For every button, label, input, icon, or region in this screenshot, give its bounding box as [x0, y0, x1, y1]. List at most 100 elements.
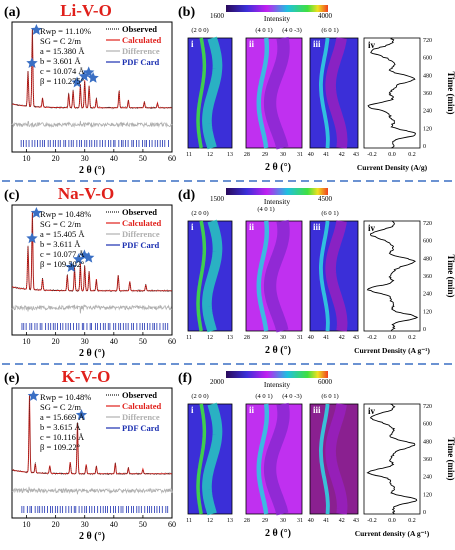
peak-star: [26, 232, 38, 244]
intensity-lane: [325, 220, 348, 332]
hkl-label: (2 0 0): [191, 210, 208, 217]
panel-title: Li-V-O: [60, 1, 112, 20]
sub-label: ii: [249, 39, 255, 49]
intensity-lane: [202, 36, 223, 150]
hkl-label: (4 0 -3): [282, 393, 302, 400]
current-axis-label: Current Density (A/g): [357, 163, 428, 172]
time-tick-label: 240: [423, 475, 432, 481]
current-axis-label: Current Density (A g⁻¹): [354, 346, 430, 355]
refinement-value: a = 15.669 Å: [40, 412, 85, 422]
time-tick-label: 720: [423, 38, 432, 44]
time-tick-label: 240: [423, 109, 432, 115]
tick-label: 0.2: [408, 518, 416, 524]
tick-label: 31: [297, 335, 303, 341]
colorbar-min: 1600: [210, 12, 225, 20]
intensity-lane: [263, 402, 290, 516]
tick-label: 43: [353, 335, 359, 341]
x-tick-label: 50: [139, 520, 147, 529]
time-tick-label: 720: [423, 221, 432, 227]
x-tick-label: 60: [168, 337, 176, 346]
refinement-value: β = 110.275°: [40, 76, 84, 86]
colorbar-label: Intensity: [264, 380, 290, 389]
tick-label: 41: [323, 518, 329, 524]
tick-label: 11: [186, 335, 192, 341]
legend-label: Observed: [122, 390, 157, 400]
intensity-lane: [325, 37, 348, 149]
refinement-value: b = 3.611 Å: [40, 239, 81, 249]
time-tick-label: 120: [423, 309, 432, 315]
legend-label: PDF Card: [122, 423, 159, 433]
intensity-lane: [202, 402, 223, 516]
hkl-label: (4 0 -3): [282, 27, 302, 34]
x-axis-label: 2 θ (°): [79, 165, 105, 176]
legend-label: PDF Card: [122, 57, 159, 67]
difference-line: [11, 120, 173, 129]
tick-label: 0.0: [388, 152, 396, 158]
colorbar-max: 4000: [318, 12, 333, 20]
peak-star: [30, 24, 43, 35]
colorbar-label: Intensity: [264, 14, 290, 23]
time-tick-label: 0: [423, 327, 426, 333]
x-axis-label: 2 θ (°): [265, 162, 291, 173]
intensity-lane: [202, 219, 223, 333]
x-tick-label: 10: [23, 337, 31, 346]
tick-label: 12: [207, 152, 213, 158]
peak-star: [83, 66, 95, 78]
colorbar-min: 2000: [210, 378, 225, 386]
sub-label: ii: [249, 405, 255, 415]
refinement-value: b = 3.615 Å: [40, 422, 82, 432]
legend-label: Difference: [122, 46, 160, 56]
sub-label: i: [191, 222, 194, 232]
refinement-value: β = 109.22°: [40, 442, 80, 452]
sub-label: iv: [368, 406, 376, 416]
colorbar: [226, 5, 328, 12]
tick-label: 43: [353, 518, 359, 524]
tick-label: 41: [323, 335, 329, 341]
tick-label: 31: [297, 152, 303, 158]
refinement-value: c = 10.077 Å: [40, 249, 85, 259]
sub-label: ii: [249, 222, 255, 232]
intensity-lane: [263, 36, 290, 150]
sub-label: iv: [368, 223, 376, 233]
panel-title: K-V-O: [62, 367, 111, 386]
tick-label: 40: [308, 152, 314, 158]
tick-label: 40: [308, 518, 314, 524]
hkl-label: (6 0 1): [321, 210, 338, 217]
x-tick-label: 30: [81, 337, 89, 346]
tick-label: 31: [297, 518, 303, 524]
tick-label: 13: [227, 335, 233, 341]
x-tick-label: 40: [110, 337, 118, 346]
intensity-highlight: [196, 403, 207, 515]
intensity-lane: [263, 219, 290, 333]
x-axis-label: 2 θ (°): [79, 531, 105, 542]
legend-label: Calculated: [122, 401, 161, 411]
intensity-highlight: [318, 220, 330, 332]
time-tick-label: 480: [423, 73, 432, 79]
hkl-label: (2 0 0): [191, 393, 208, 400]
x-tick-label: 20: [52, 337, 60, 346]
tick-label: 30: [280, 518, 286, 524]
x-tick-label: 10: [23, 520, 31, 529]
refinement-value: b = 3.601 Å: [40, 56, 82, 66]
time-tick-label: 600: [423, 239, 432, 245]
tick-label: 28: [244, 335, 250, 341]
tick-label: 0.2: [408, 152, 416, 158]
time-axis-label: Time (min): [446, 437, 455, 480]
tick-label: 30: [280, 152, 286, 158]
intensity-highlight: [318, 403, 330, 515]
difference-line: [11, 304, 173, 314]
colorbar: [226, 188, 328, 195]
time-axis-label: Time (min): [446, 71, 455, 114]
tick-label: 13: [227, 518, 233, 524]
x-tick-label: 30: [81, 520, 89, 529]
current-axis-label: Current density (A g⁻¹): [355, 529, 430, 538]
tick-label: -0.2: [367, 335, 377, 341]
refinement-value: SG = C 2/m: [40, 36, 81, 46]
time-tick-label: 120: [423, 492, 432, 498]
colorbar-label: Intensity: [264, 197, 290, 206]
tick-label: 40: [308, 335, 314, 341]
hkl-label: (4 0 1): [257, 206, 274, 213]
refinement-value: c = 10.116 Å: [40, 432, 85, 442]
panel-title: Na-V-O: [58, 184, 114, 203]
